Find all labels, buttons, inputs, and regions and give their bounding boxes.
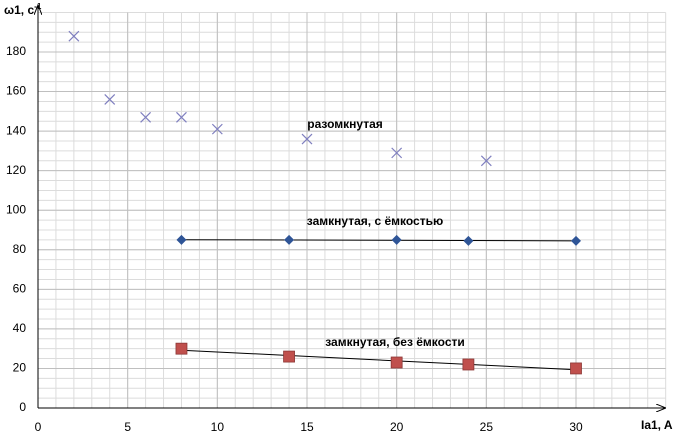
trendline [181, 239, 577, 242]
x-tick-label: 10 [211, 420, 225, 434]
series-label: замкнутая, с ёмкостью [307, 214, 443, 228]
point [462, 358, 475, 371]
y-tick-label: 20 [13, 361, 27, 375]
x-tick-label: 20 [390, 420, 404, 434]
point [175, 342, 188, 355]
y-tick-label: 160 [6, 84, 26, 98]
y-tick-label: 60 [13, 282, 27, 296]
y-tick-label: 120 [6, 163, 26, 177]
y-tick-label: 140 [6, 123, 26, 137]
x-tick-label: 25 [480, 420, 494, 434]
y-tick-label: 100 [6, 202, 26, 216]
x-tick-label: 0 [35, 420, 42, 434]
series-label: разомкнутая [307, 117, 383, 131]
point [68, 30, 80, 42]
trendline [181, 349, 577, 371]
x-tick-label: 15 [300, 420, 314, 434]
y-tick-label: 80 [13, 242, 27, 256]
point [570, 362, 582, 375]
y-tick-label: 0 [19, 400, 26, 414]
point [480, 155, 492, 167]
point [390, 356, 403, 369]
y-axis-label: ω1, с-1 [4, 2, 42, 17]
series-label: замкнутая, без ёмкости [325, 335, 465, 349]
x-axis-label: Ia1, A [641, 418, 673, 432]
y-label-sup: -1 [34, 2, 42, 11]
x-tick-label: 30 [569, 420, 583, 434]
point [571, 235, 581, 246]
point [391, 234, 402, 245]
point [301, 133, 313, 145]
y-tick-label: 40 [13, 321, 27, 335]
point [391, 147, 403, 159]
point [104, 94, 116, 105]
point [284, 234, 295, 245]
y-tick-label: 180 [6, 44, 26, 58]
point [211, 123, 223, 135]
point [463, 235, 474, 246]
y-label-main: ω1, с [4, 3, 34, 17]
point [176, 234, 187, 245]
x-tick-label: 5 [124, 420, 131, 434]
point [283, 350, 295, 363]
point [140, 111, 152, 123]
point [176, 111, 187, 123]
